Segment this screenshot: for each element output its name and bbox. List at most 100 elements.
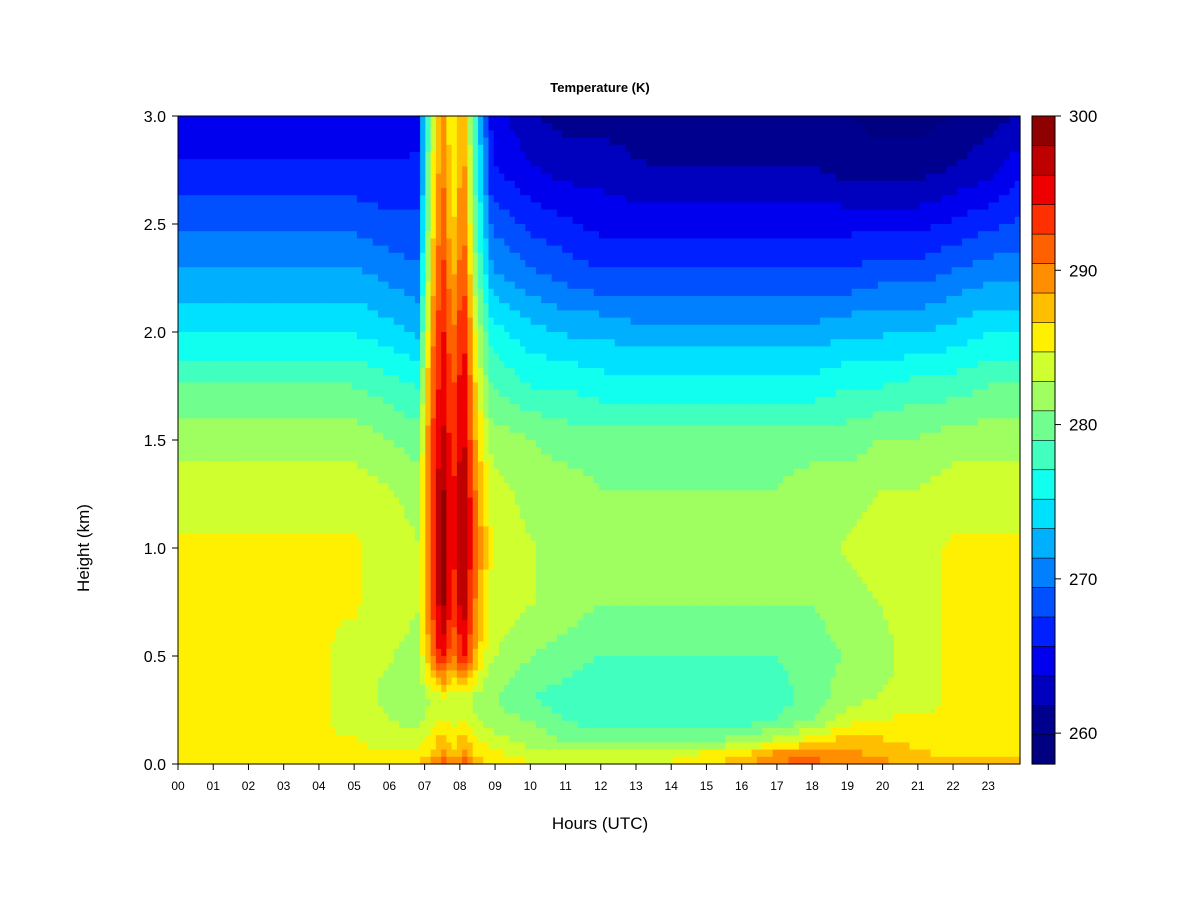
heatmap-cell [667, 137, 674, 146]
heatmap-cell [609, 152, 616, 160]
heatmap-cell [856, 166, 863, 175]
heatmap-cell [188, 166, 195, 175]
heatmap-cell [872, 166, 879, 175]
heatmap-cell [988, 144, 995, 153]
heatmap-cell [941, 296, 947, 304]
heatmap-cell [362, 310, 369, 319]
heatmap-cell [577, 245, 584, 254]
heatmap-cell [646, 216, 653, 225]
heatmap-cell [283, 130, 290, 139]
heatmap-cell [541, 238, 547, 247]
heatmap-cell [920, 238, 926, 247]
heatmap-cell [962, 238, 968, 247]
heatmap-cell [572, 332, 579, 340]
heatmap-cell [977, 267, 984, 275]
heatmap-cell [977, 130, 984, 139]
heatmap-cell [283, 267, 290, 275]
heatmap-cell [325, 317, 332, 326]
heatmap-cell [698, 137, 705, 146]
heatmap-cell [367, 137, 374, 146]
heatmap-cell [541, 288, 547, 297]
heatmap-cell [483, 224, 490, 232]
heatmap-cell [751, 202, 758, 211]
heatmap-cell [825, 238, 832, 247]
heatmap-cell [741, 245, 747, 254]
heatmap-cell [635, 152, 642, 160]
heatmap-cell [662, 188, 669, 196]
heatmap-cell [962, 260, 968, 268]
heatmap-cell [456, 296, 463, 304]
heatmap-cell [178, 238, 184, 247]
heatmap-cell [809, 116, 816, 124]
heatmap-cell [556, 317, 563, 326]
heatmap-cell [914, 173, 921, 182]
heatmap-cell [951, 130, 958, 139]
heatmap-cell [451, 260, 458, 268]
heatmap-cell [625, 260, 632, 268]
heatmap-cell [309, 245, 316, 254]
heatmap-cell [541, 245, 547, 254]
heatmap-cell [777, 288, 784, 297]
heatmap-cell [414, 260, 421, 268]
heatmap-cell [941, 166, 947, 175]
heatmap-cell [872, 260, 879, 268]
heatmap-cell [456, 281, 463, 290]
heatmap-cell [867, 137, 874, 146]
heatmap-cell [341, 188, 347, 196]
heatmap-cell [798, 195, 805, 203]
heatmap-cell [667, 188, 674, 196]
heatmap-cell [451, 296, 458, 304]
heatmap-cell [625, 209, 632, 218]
heatmap-cell [283, 209, 290, 218]
heatmap-cell [735, 216, 742, 225]
heatmap-cell [646, 130, 653, 139]
heatmap-cell [330, 166, 337, 175]
heatmap-cell [898, 166, 905, 175]
heatmap-cell [841, 130, 847, 139]
heatmap-cell [304, 310, 311, 319]
heatmap-cell [204, 180, 211, 189]
heatmap-cell [562, 317, 569, 326]
heatmap-cell [814, 166, 821, 175]
heatmap-cell [514, 202, 521, 211]
heatmap-cell [488, 188, 495, 196]
heatmap-cell [456, 303, 463, 311]
heatmap-cell [267, 159, 274, 167]
heatmap-cell [641, 324, 647, 333]
heatmap-cell [546, 274, 553, 283]
heatmap-cell [309, 224, 316, 232]
heatmap-cell [820, 159, 826, 167]
heatmap-cell [199, 267, 205, 275]
heatmap-cell [977, 274, 984, 283]
heatmap-cell [762, 166, 768, 175]
heatmap-cell [862, 166, 868, 175]
heatmap-cell [925, 274, 932, 283]
heatmap-cell [178, 317, 184, 326]
heatmap-cell [730, 130, 737, 139]
heatmap-cell [220, 231, 226, 239]
heatmap-cell [420, 267, 426, 275]
heatmap-cell [920, 216, 926, 225]
heatmap-cell [735, 324, 742, 333]
heatmap-cell [951, 288, 958, 297]
heatmap-cell [951, 123, 958, 131]
heatmap-cell [630, 173, 637, 182]
heatmap-cell [183, 245, 190, 254]
heatmap-cell [541, 274, 547, 283]
heatmap-cell [246, 188, 253, 196]
heatmap-cell [451, 130, 458, 139]
heatmap-cell [299, 116, 305, 124]
heatmap-cell [993, 245, 1000, 254]
heatmap-cell [388, 209, 395, 218]
heatmap-cell [662, 260, 669, 268]
heatmap-cell [1014, 303, 1021, 311]
heatmap-cell [414, 202, 421, 211]
heatmap-cell [262, 260, 269, 268]
heatmap-cell [667, 317, 674, 326]
heatmap-cell [651, 195, 658, 203]
heatmap-cell [962, 317, 968, 326]
heatmap-cell [767, 159, 774, 167]
heatmap-cell [367, 317, 374, 326]
heatmap-cell [809, 209, 816, 218]
heatmap-cell [446, 274, 453, 283]
